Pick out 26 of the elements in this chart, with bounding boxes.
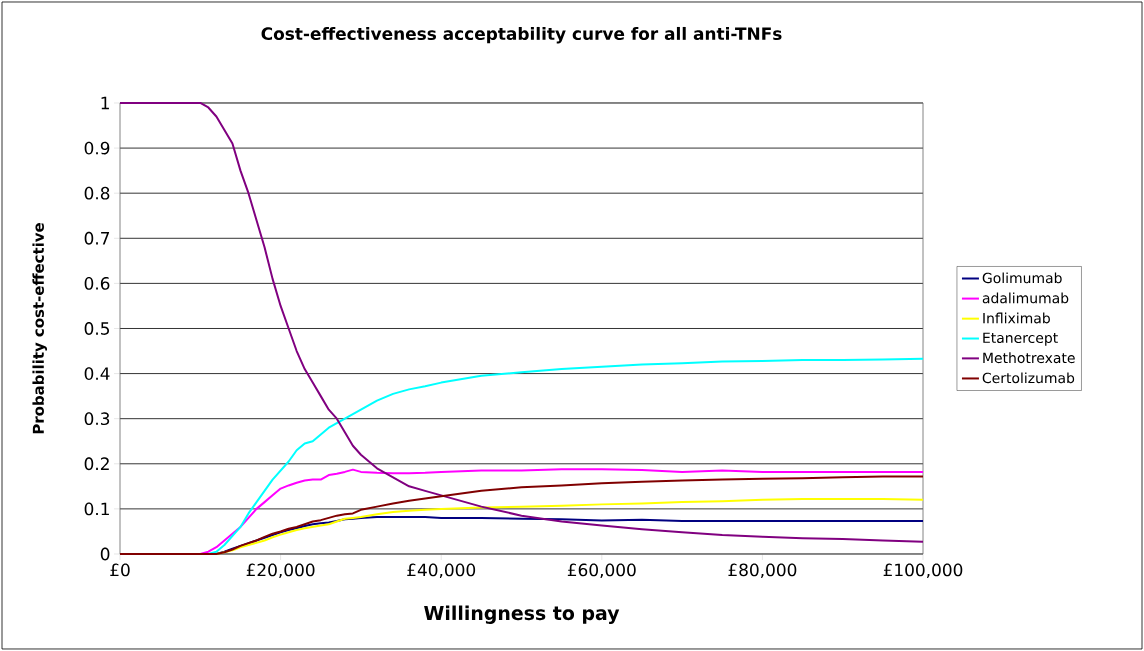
y-tick-label: 1 xyxy=(101,96,109,110)
legend-label: adalimumab xyxy=(982,292,1069,304)
x-axis-title: Willingness to pay xyxy=(424,605,620,624)
y-tick-label: 0.2 xyxy=(84,457,109,471)
y-tick-label: 0.9 xyxy=(84,141,110,155)
y-tick-label: 0.7 xyxy=(84,231,110,245)
x-tick-label: £100,000 xyxy=(883,563,963,579)
legend-label: Etanercept xyxy=(983,332,1058,346)
x-tick-label: £20,000 xyxy=(246,563,315,579)
y-tick-label: 0.3 xyxy=(84,412,110,426)
legend-label: Golimumab xyxy=(982,272,1062,284)
x-tick-label: £40,000 xyxy=(407,563,476,579)
x-tick-label: £60,000 xyxy=(567,563,636,579)
y-axis-title: Probability cost-effective xyxy=(32,223,47,434)
y-tick-label: 0.4 xyxy=(84,367,110,380)
chart-title: Cost-effectiveness acceptability curve for all anti-TNFs xyxy=(261,26,782,44)
y-tick-label: 0 xyxy=(100,547,110,561)
x-tick-label: £80,000 xyxy=(728,563,797,579)
y-tick-label: 0.8 xyxy=(84,186,110,200)
legend-label: Infliximab xyxy=(983,312,1050,324)
y-tick-label: 0.5 xyxy=(84,322,110,335)
legend-label: Certolizumab xyxy=(982,372,1075,384)
legend-label: Methotrexate xyxy=(983,352,1075,364)
x-tick-label: £0 xyxy=(110,563,130,577)
y-tick-label: 0.1 xyxy=(84,502,109,516)
y-tick-label: 0.6 xyxy=(84,276,110,290)
